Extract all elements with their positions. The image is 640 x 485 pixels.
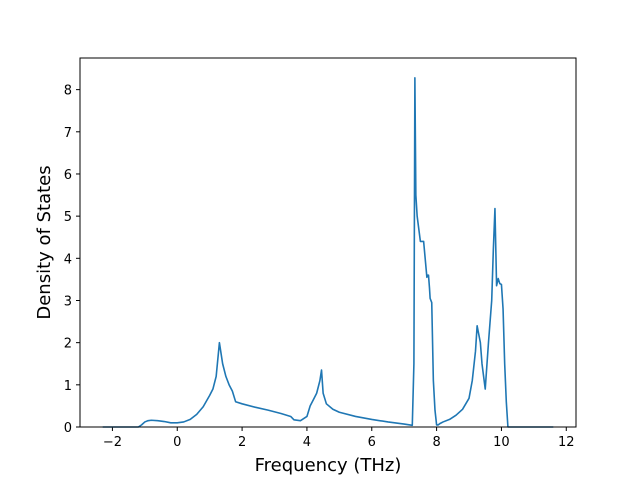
y-tick-label: 5 (64, 210, 72, 225)
y-tick-label: 2 (64, 337, 72, 352)
dos-series-line (102, 77, 554, 428)
y-tick-label: 3 (64, 294, 72, 309)
x-tick-label: 12 (558, 435, 575, 450)
y-tick-label: 1 (64, 379, 72, 394)
y-tick-label: 0 (64, 421, 72, 436)
y-tick-label: 8 (64, 84, 72, 99)
x-tick-label: 8 (432, 435, 440, 450)
x-tick-label: −2 (103, 435, 122, 450)
x-tick-label: 4 (303, 435, 311, 450)
x-tick-label: 2 (238, 435, 246, 450)
x-tick-label: 0 (173, 435, 181, 450)
x-tick-label: 10 (493, 435, 510, 450)
x-axis-label: Frequency (THz) (255, 455, 402, 476)
y-tick-label: 7 (64, 126, 72, 141)
x-tick-label: 6 (368, 435, 376, 450)
plot-frame (79, 57, 577, 428)
plot-layer (102, 77, 554, 428)
y-tick-label: 6 (64, 168, 72, 183)
y-tick-label: 4 (64, 252, 72, 267)
y-axis-label: Density of States (34, 165, 55, 319)
